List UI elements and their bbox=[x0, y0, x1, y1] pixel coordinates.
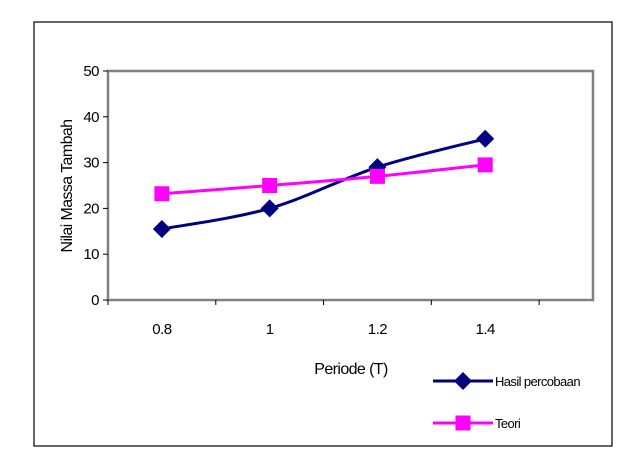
y-axis: 0 10 20 30 40 50 bbox=[83, 63, 108, 309]
y-axis-title: Nilai Massa Tambah bbox=[59, 120, 76, 253]
legend-label: Hasil percobaan bbox=[495, 374, 580, 389]
y-tick-label: 40 bbox=[83, 109, 99, 126]
data-point bbox=[477, 157, 493, 173]
series-line bbox=[161, 137, 486, 231]
series-line bbox=[161, 163, 486, 196]
plot-area bbox=[106, 69, 595, 302]
series-teori bbox=[154, 157, 493, 202]
y-tick-label: 20 bbox=[83, 200, 99, 217]
y-tick-label: 0 bbox=[91, 292, 99, 309]
legend-item: Hasil percobaan bbox=[433, 372, 581, 390]
data-point bbox=[152, 220, 171, 239]
series-layer bbox=[152, 129, 495, 239]
y-tick-label: 30 bbox=[83, 155, 99, 172]
legend: Hasil percobaan Teori bbox=[433, 372, 581, 431]
x-tick-label: 0.8 bbox=[152, 321, 172, 338]
data-point bbox=[260, 199, 279, 218]
x-tick-label: 1 bbox=[266, 321, 274, 338]
x-tick-label: 1.4 bbox=[476, 321, 496, 338]
x-axis-title: Periode (T) bbox=[314, 361, 388, 378]
data-point bbox=[154, 186, 170, 202]
x-tick-label: 1.2 bbox=[368, 321, 388, 338]
legend-label: Teori bbox=[495, 416, 521, 431]
x-axis: 0.8 1 1.2 1.4 bbox=[107, 300, 540, 338]
y-tick-label: 10 bbox=[83, 246, 99, 263]
legend-swatch-marker bbox=[455, 415, 471, 431]
legend-swatch-marker bbox=[454, 372, 472, 390]
legend-item: Teori bbox=[433, 415, 521, 431]
data-point bbox=[476, 129, 495, 148]
y-tick-label: 50 bbox=[83, 63, 99, 80]
data-point bbox=[262, 178, 278, 193]
data-point bbox=[369, 168, 385, 184]
